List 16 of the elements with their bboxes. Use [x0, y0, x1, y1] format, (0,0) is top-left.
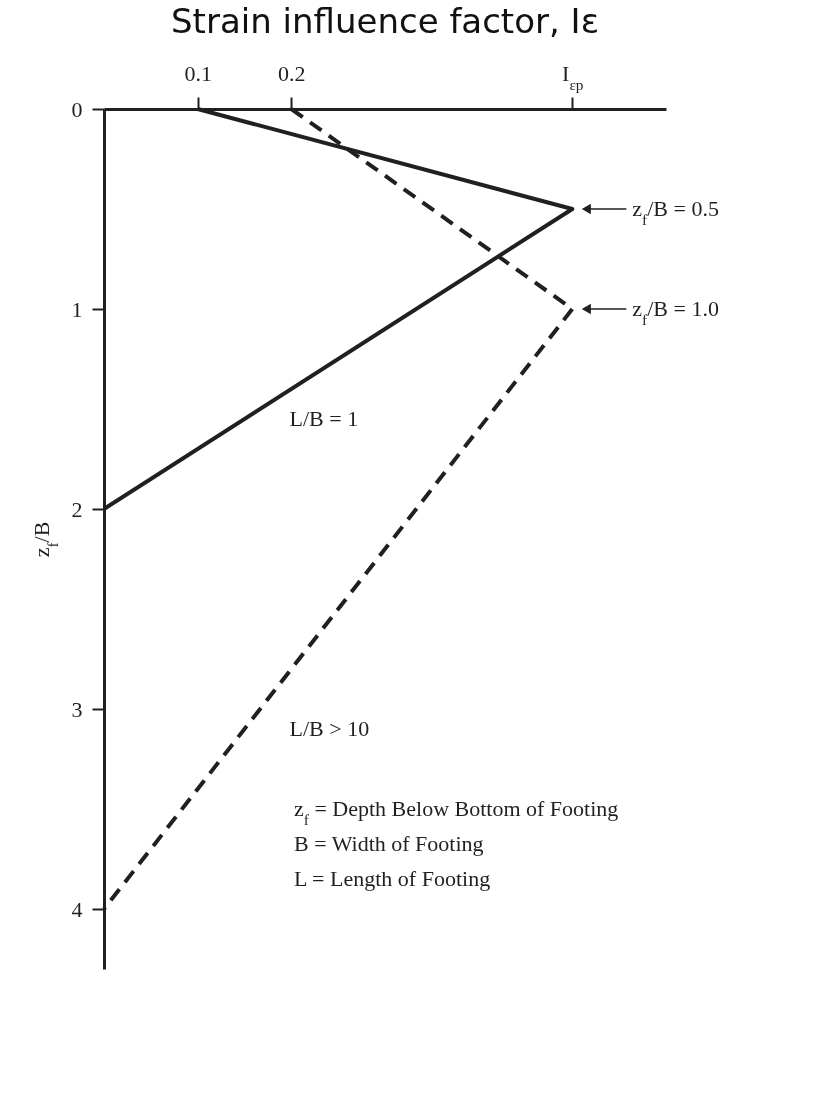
y-tick-label: 1: [71, 296, 83, 322]
annotation: z$_{f}$/B = 1.0: [632, 296, 719, 328]
x-tick-label: I$_{εp}$: [562, 60, 584, 92]
annotation: B = Width of Footing: [294, 831, 484, 856]
series-label: L/B = 1: [289, 406, 359, 431]
y-tick-label: 2: [71, 496, 83, 522]
chart-title: Strain influence factor, Iε: [170, 1, 600, 41]
annotation: L = Length of Footing: [294, 866, 491, 891]
y-tick-label: 4: [71, 896, 83, 922]
series-label: L/B > 10: [289, 716, 370, 741]
y-tick-label: 0: [71, 96, 83, 122]
y-tick-label: 3: [71, 696, 83, 722]
x-tick-label: 0.2: [278, 60, 306, 86]
annotation: z$_{f}$ = Depth Below Bottom of Footing: [294, 796, 619, 828]
x-tick-label: 0.1: [184, 60, 212, 86]
annotation: z$_{f}$/B = 0.5: [632, 196, 719, 228]
